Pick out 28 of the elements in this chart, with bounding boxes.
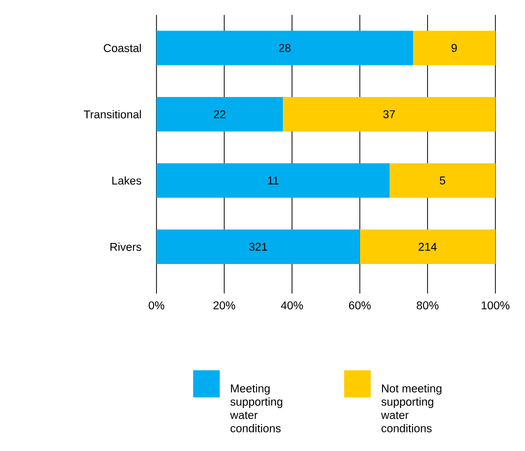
annotation: 11 <box>268 176 278 185</box>
bar <box>156 30 414 66</box>
annotation: 321 <box>249 242 268 251</box>
x-tick-label: 60% <box>349 302 371 310</box>
x-tick-label: 20% <box>213 302 236 310</box>
bar <box>413 30 496 66</box>
annotation: 37 <box>383 110 395 118</box>
annotation: 9 <box>452 44 457 52</box>
annotation: 28 <box>279 44 291 52</box>
y-tick-label: Coastal <box>104 44 141 52</box>
annotation: 214 <box>418 243 437 251</box>
bar <box>390 164 496 198</box>
x-tick-label: 100% <box>482 302 510 310</box>
x-tick-label: 80% <box>416 302 439 310</box>
annotation: 22 <box>214 110 226 118</box>
bar <box>156 164 390 198</box>
x-tick-label: 0% <box>148 302 164 310</box>
legend-label: Not meeting supporting water conditions <box>381 384 442 433</box>
bar <box>156 230 360 264</box>
annotation: 5 <box>440 176 446 185</box>
bar <box>282 97 496 132</box>
y-tick-label: Transitional <box>84 110 141 119</box>
legend-label: Meeting supporting water conditions <box>230 384 282 433</box>
y-tick-label: Rivers <box>110 242 142 252</box>
bar <box>156 97 283 132</box>
y-tick-label: Lakes <box>112 176 142 185</box>
bar <box>360 230 496 264</box>
x-tick-label: 40% <box>280 302 303 310</box>
